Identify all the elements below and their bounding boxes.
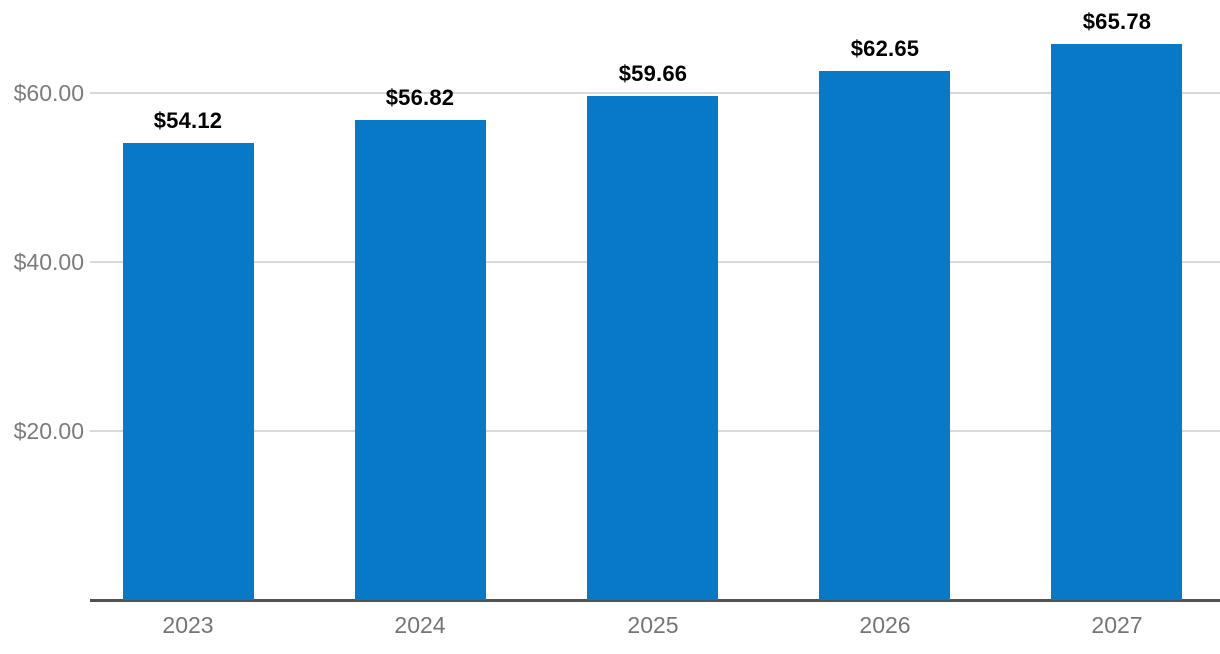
bar-value-label: $65.78	[1082, 9, 1152, 34]
bar-2027[interactable]	[1051, 44, 1182, 600]
bar-2026[interactable]	[819, 71, 950, 600]
bar-value-label: $62.65	[850, 36, 920, 61]
x-axis-tick-label: 2024	[394, 612, 446, 638]
bar-value-label: $56.82	[385, 85, 455, 110]
x-axis-tick-label: 2023	[162, 612, 214, 638]
y-axis-tick-label: $40.00	[13, 248, 84, 275]
bar-2024[interactable]	[355, 120, 486, 600]
bar-2023[interactable]	[123, 143, 254, 600]
y-axis-tick-label: $60.00	[13, 79, 84, 106]
x-axis-tick-label: 2027	[1091, 612, 1143, 638]
gridline	[90, 91, 1220, 94]
x-axis-tick-label: 2026	[859, 612, 911, 638]
bar-2025[interactable]	[587, 96, 718, 600]
x-axis-tick-label: 2025	[627, 612, 679, 638]
y-axis-tick-label: $20.00	[13, 417, 84, 444]
plot-area: $54.12 $56.82 $59.66 $62.65 $65.78	[90, 0, 1220, 600]
bar-value-label: $59.66	[618, 61, 688, 86]
x-axis-line	[90, 599, 1220, 602]
bar-value-label: $54.12	[153, 108, 223, 133]
